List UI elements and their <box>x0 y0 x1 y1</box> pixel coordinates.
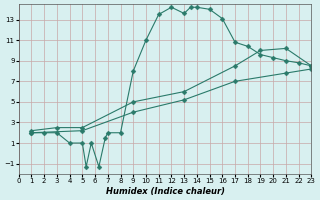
X-axis label: Humidex (Indice chaleur): Humidex (Indice chaleur) <box>106 187 225 196</box>
